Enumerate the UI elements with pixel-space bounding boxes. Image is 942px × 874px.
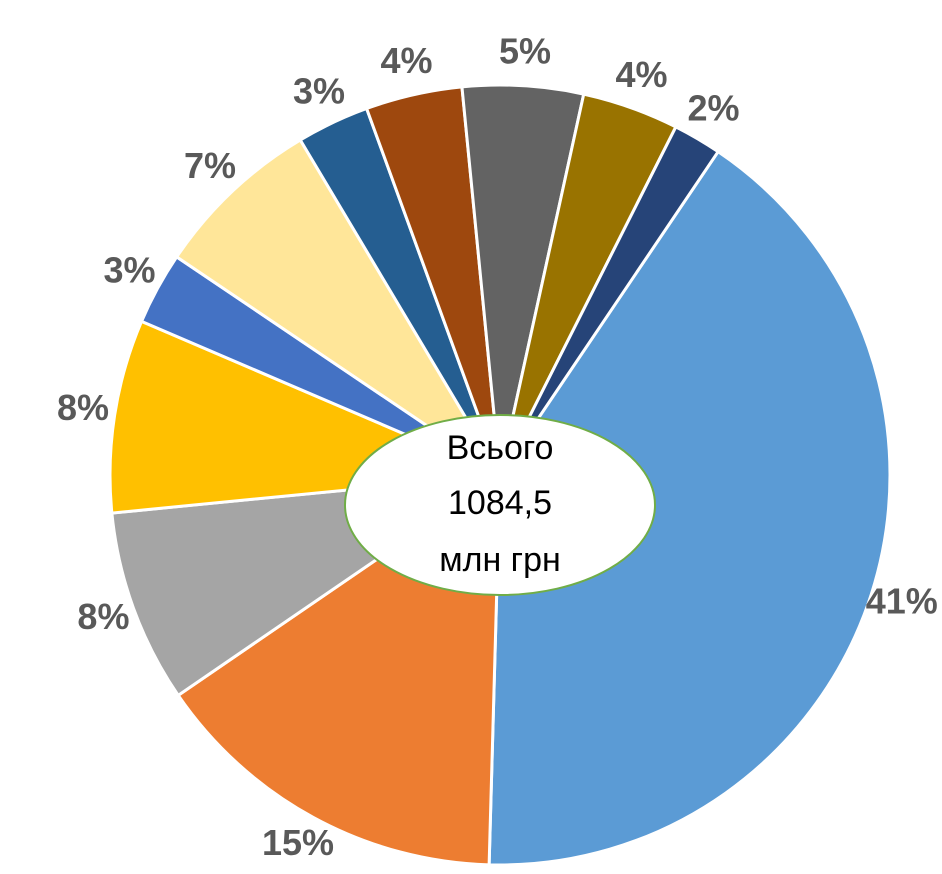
center-ellipse bbox=[344, 414, 656, 596]
slice bbox=[487, 149, 892, 867]
slice bbox=[498, 124, 721, 476]
data-label: 3% bbox=[103, 250, 155, 291]
data-label: 8% bbox=[57, 387, 109, 428]
center-label: млн грн bbox=[439, 541, 561, 579]
data-label: 8% bbox=[77, 596, 129, 637]
data-label: 4% bbox=[380, 40, 432, 81]
data-label: 3% bbox=[293, 70, 345, 111]
center-label: 1084,5 bbox=[448, 484, 552, 522]
data-label: 4% bbox=[616, 54, 668, 95]
data-label: 15% bbox=[262, 822, 334, 863]
data-label: 41% bbox=[866, 581, 938, 622]
center-label: Всього bbox=[447, 429, 554, 467]
data-label: 7% bbox=[184, 145, 236, 186]
data-label: 5% bbox=[499, 30, 551, 71]
data-label: 2% bbox=[688, 88, 740, 129]
slice bbox=[174, 137, 502, 477]
